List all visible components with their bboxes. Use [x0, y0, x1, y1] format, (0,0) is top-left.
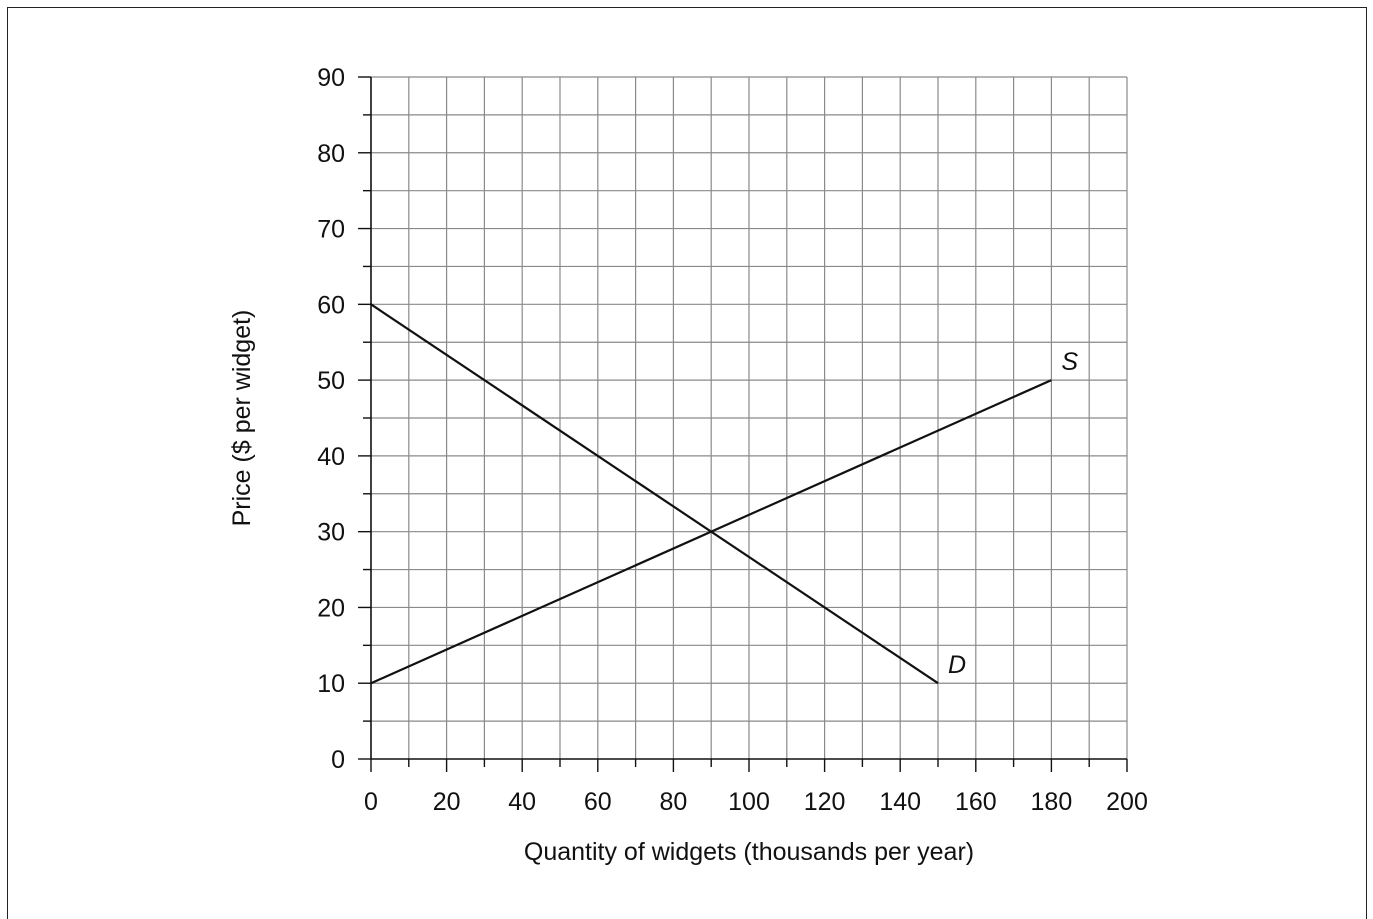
- x-tick-labels: 0 20 40 60 80 100 120 140 160 180 200: [364, 788, 1148, 816]
- x-tick-label: 160: [955, 788, 997, 816]
- y-tick-label: 20: [317, 594, 345, 622]
- y-tick-label: 60: [317, 291, 345, 319]
- series-lines: [370, 303, 1052, 685]
- x-tick-label: 200: [1106, 788, 1148, 816]
- y-tick-label: 30: [317, 519, 345, 547]
- y-axis-title: Price ($ per widget): [228, 310, 256, 527]
- series-line-d: [370, 303, 939, 685]
- grid: [371, 76, 1128, 759]
- y-tick-label: 50: [317, 367, 345, 395]
- y-tick-label: 80: [317, 140, 345, 168]
- x-tick-label: 40: [508, 788, 536, 816]
- x-axis-title: Quantity of widgets (thousands per year): [524, 838, 974, 866]
- figure-frame: [7, 7, 1367, 919]
- x-tick-label: 140: [879, 788, 921, 816]
- x-tick-label: 100: [728, 788, 770, 816]
- x-tick-label: 0: [364, 788, 378, 816]
- y-tick-label: 40: [317, 443, 345, 471]
- y-tick-label: 70: [317, 216, 345, 244]
- x-tick-label: 60: [584, 788, 612, 816]
- x-tick-label: 20: [433, 788, 461, 816]
- y-tick-labels: 0 10 20 30 40 50 60 70 80 90: [317, 64, 345, 774]
- y-tick-label: 0: [331, 746, 345, 774]
- x-tick-label: 80: [659, 788, 687, 816]
- x-tick-label: 180: [1031, 788, 1073, 816]
- series-labels: SD: [948, 348, 1078, 679]
- series-label-s: S: [1061, 348, 1078, 376]
- x-tick-label: 120: [804, 788, 846, 816]
- y-tick-label: 90: [317, 64, 345, 92]
- y-tick-label: 10: [317, 670, 345, 698]
- axes: [370, 77, 1127, 760]
- series-label-d: D: [948, 651, 966, 679]
- axis-ticks: [358, 76, 1128, 772]
